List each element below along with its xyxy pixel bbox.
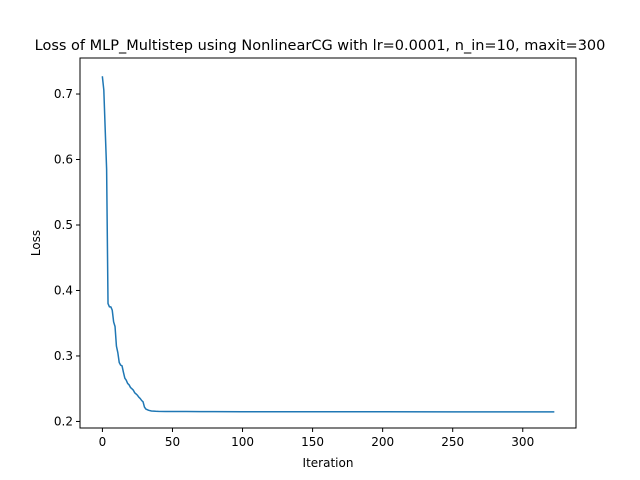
x-tick-label: 250 bbox=[441, 435, 464, 449]
x-tick-label: 50 bbox=[165, 435, 180, 449]
chart-title: Loss of MLP_Multistep using NonlinearCG … bbox=[35, 38, 606, 54]
x-tick-label: 300 bbox=[511, 435, 534, 449]
y-tick-label: 0.4 bbox=[54, 283, 73, 297]
x-axis-label: Iteration bbox=[303, 456, 354, 470]
plot-area: 0 50 100 150 200 250 300 0.2 0.3 0.4 0.5 0.6 0.7 bbox=[54, 76, 555, 449]
x-tick-label: 150 bbox=[301, 435, 324, 449]
y-tick-label: 0.5 bbox=[54, 218, 73, 232]
y-tick-label: 0.3 bbox=[54, 349, 73, 363]
y-axis-label: Loss bbox=[29, 230, 43, 256]
y-tick-label: 0.2 bbox=[54, 414, 73, 428]
loss-series-line bbox=[101, 76, 555, 413]
x-tick-label: 100 bbox=[231, 435, 254, 449]
plot-frame bbox=[79, 57, 577, 429]
y-tick-label: 0.6 bbox=[54, 153, 73, 167]
x-tick-label: 200 bbox=[371, 435, 394, 449]
y-tick-label: 0.7 bbox=[54, 87, 73, 101]
x-tick-label: 0 bbox=[99, 435, 107, 449]
